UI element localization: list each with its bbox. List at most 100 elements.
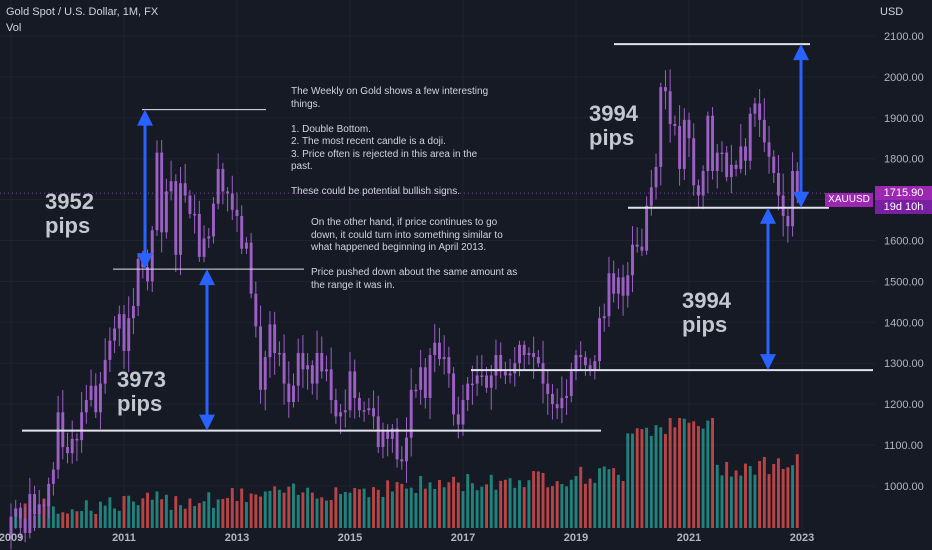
candle-body xyxy=(169,181,173,192)
candle-body xyxy=(466,383,470,401)
volume-bar xyxy=(334,487,338,528)
candle-body xyxy=(437,342,441,360)
volume-bar xyxy=(682,418,686,528)
volume-bar xyxy=(621,481,625,528)
candle-body xyxy=(626,275,630,296)
candle-body xyxy=(405,437,408,462)
pips-label-3994-top: 3994 pips xyxy=(589,101,638,150)
candle-body xyxy=(353,371,357,398)
candle-body xyxy=(235,209,239,216)
volume-bar xyxy=(555,481,559,528)
volume-bar xyxy=(508,478,512,528)
volume-bar xyxy=(169,509,173,528)
volume-bar xyxy=(433,488,437,528)
volume-bar xyxy=(720,475,724,528)
y-tick-label: 1200.00 xyxy=(884,399,924,411)
volume-bar xyxy=(711,418,715,528)
candle-body xyxy=(574,355,578,372)
volume-bar xyxy=(66,513,69,528)
candle-body xyxy=(287,383,291,403)
volume-bar xyxy=(207,492,211,528)
candle-body xyxy=(579,355,583,358)
volume-bar xyxy=(244,502,248,528)
candle-body xyxy=(273,324,277,353)
candle-body xyxy=(47,483,51,507)
candlestick-series xyxy=(9,69,799,550)
candle-body xyxy=(357,397,361,411)
candle-body xyxy=(226,191,230,194)
candle-body xyxy=(715,152,719,171)
candle-body xyxy=(376,416,380,448)
candle-body xyxy=(70,438,74,454)
candle-body xyxy=(23,518,27,533)
candle-body xyxy=(51,469,55,484)
candle-body xyxy=(781,195,785,216)
volume-bar xyxy=(211,507,215,528)
candle-body xyxy=(28,494,32,533)
candle-body xyxy=(188,195,192,214)
candle-body xyxy=(197,213,201,257)
candle-body xyxy=(56,412,60,470)
candle-body xyxy=(254,293,258,327)
candle-body xyxy=(673,123,677,126)
candle-body xyxy=(240,215,244,249)
candle-body xyxy=(75,438,79,441)
volume-bar xyxy=(602,466,606,528)
volume-bar xyxy=(419,476,423,528)
candle-body xyxy=(367,408,371,411)
currency-label: USD xyxy=(880,6,904,18)
volume-bar xyxy=(70,509,74,528)
candle-body xyxy=(61,412,65,448)
volume-bar xyxy=(673,427,677,528)
candle-body xyxy=(202,238,206,257)
candle-body xyxy=(113,328,117,341)
arrow-head-down xyxy=(793,191,809,208)
volume-bar xyxy=(155,491,159,528)
candle-body xyxy=(131,305,135,319)
candle-body xyxy=(598,318,602,362)
x-tick-label: 2013 xyxy=(225,532,249,544)
candle-body xyxy=(372,408,376,417)
y-tick-label: 1100.00 xyxy=(884,440,923,452)
volume-bar xyxy=(254,494,258,528)
volume-bar xyxy=(193,506,197,528)
candle-body xyxy=(136,258,140,306)
volume-indicator-label[interactable]: Vol xyxy=(6,22,22,34)
x-tick-label: 2019 xyxy=(564,532,588,544)
candle-body xyxy=(663,87,667,92)
volume-bar xyxy=(235,501,239,528)
volume-bar xyxy=(593,482,597,528)
volume-bar xyxy=(616,474,620,528)
volume-bar xyxy=(725,462,729,528)
candle-body xyxy=(216,168,220,204)
volume-bar xyxy=(348,492,352,528)
candle-body xyxy=(696,185,700,196)
volume-bar xyxy=(701,428,705,528)
volume-bar xyxy=(174,496,178,528)
volume-bar xyxy=(518,480,521,528)
candle-body xyxy=(631,244,634,276)
volume-bar xyxy=(141,498,145,528)
candle-body xyxy=(518,344,521,364)
volume-bar xyxy=(183,508,187,528)
volume-bar xyxy=(772,463,776,528)
volume-bar xyxy=(781,468,785,528)
volume-bar xyxy=(372,487,376,528)
candle-body xyxy=(306,365,310,370)
candle-body xyxy=(729,164,733,178)
volume-bar xyxy=(795,454,799,528)
candle-body xyxy=(98,383,102,413)
candle-body xyxy=(513,363,517,374)
arrow-head-down xyxy=(760,354,776,371)
candle-body xyxy=(607,273,611,317)
volume-bar xyxy=(395,482,399,528)
volume-bar xyxy=(249,493,253,528)
pips-label-3973: 3973 pips xyxy=(117,367,166,416)
candle-body xyxy=(174,181,178,255)
candle-body xyxy=(320,352,324,372)
candle-body xyxy=(315,352,319,384)
volume-bar xyxy=(405,488,408,528)
candle-body xyxy=(499,355,503,372)
chart-grid xyxy=(0,0,875,530)
candle-body xyxy=(193,213,197,216)
